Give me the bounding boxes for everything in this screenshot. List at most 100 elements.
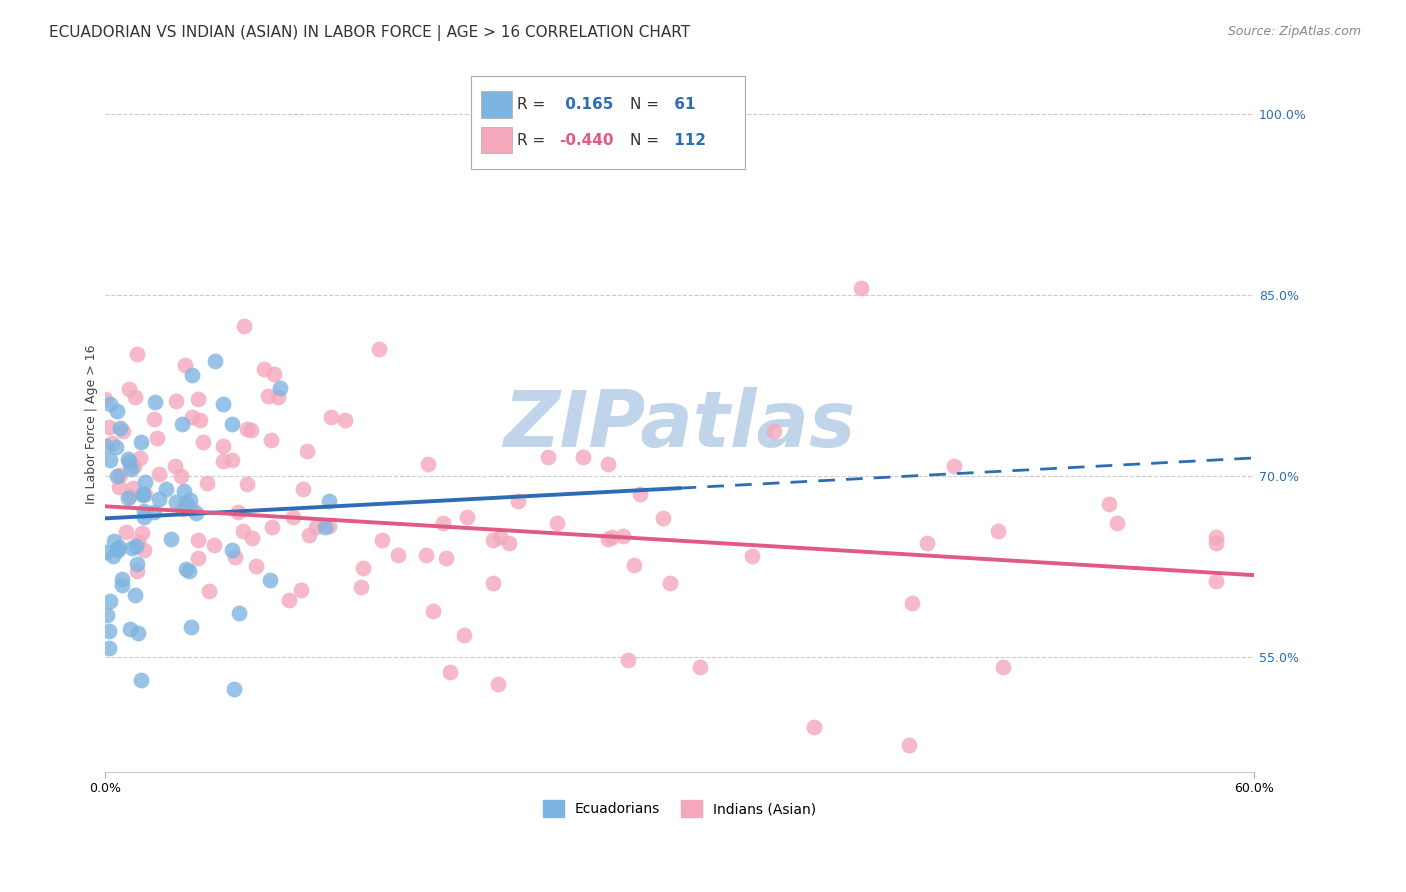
Point (803, 720, 825, 734)
Point (256, 389, 278, 403)
Point (741, 549, 763, 564)
Point (456, 510, 478, 524)
Point (596, 532, 619, 546)
Text: N =: N = (630, 97, 664, 112)
Text: 61: 61 (669, 97, 696, 112)
Point (187, 392, 209, 407)
Point (143, 505, 166, 519)
Point (267, 390, 290, 404)
Point (187, 533, 209, 547)
Point (600, 530, 623, 544)
Point (221, 543, 243, 558)
Point (148, 467, 170, 482)
Point (181, 409, 204, 424)
Point (134, 487, 156, 501)
Point (112, 424, 135, 438)
Point (239, 423, 262, 437)
Point (165, 393, 187, 408)
Point (263, 368, 285, 382)
Point (387, 548, 409, 562)
Point (851, 280, 873, 294)
Point (488, 530, 510, 544)
Point (659, 575, 682, 590)
Point (232, 524, 254, 538)
Point (142, 412, 165, 426)
Point (169, 469, 191, 483)
Text: 112: 112 (669, 133, 706, 147)
Point (160, 532, 183, 546)
Point (181, 502, 204, 516)
Point (221, 417, 243, 431)
Point (240, 531, 263, 545)
Point (537, 450, 560, 465)
Point (628, 486, 651, 500)
Point (232, 319, 254, 334)
Point (434, 551, 457, 566)
Point (176, 496, 198, 510)
Point (98, 453, 121, 467)
Point (121, 481, 143, 495)
Point (132, 487, 155, 501)
Point (105, 403, 128, 417)
Point (617, 653, 640, 667)
Point (94, 544, 117, 558)
Point (186, 506, 208, 520)
Point (212, 439, 235, 453)
Point (118, 455, 141, 469)
Point (117, 491, 139, 505)
Point (118, 382, 141, 396)
Point (482, 533, 505, 548)
Text: 0.165: 0.165 (560, 97, 613, 112)
Text: ECUADORIAN VS INDIAN (ASIAN) IN LABOR FORCE | AGE > 16 CORRELATION CHART: ECUADORIAN VS INDIAN (ASIAN) IN LABOR FO… (49, 25, 690, 41)
Point (762, 424, 785, 438)
Point (298, 528, 321, 542)
Point (131, 488, 153, 502)
Point (98, 419, 121, 434)
Point (422, 604, 444, 618)
Point (134, 542, 156, 557)
Text: N =: N = (630, 133, 664, 147)
Point (173, 484, 195, 499)
Point (165, 458, 187, 473)
Point (305, 520, 328, 534)
Point (202, 538, 225, 552)
Point (179, 492, 201, 507)
Point (228, 505, 250, 519)
Point (1205, 574, 1227, 589)
Point (1098, 497, 1121, 511)
Point (120, 622, 142, 636)
Point (125, 540, 148, 554)
Point (269, 380, 291, 394)
Point (105, 440, 128, 454)
Point (105, 541, 128, 556)
Point (129, 451, 152, 466)
Point (115, 525, 138, 540)
Point (143, 394, 166, 409)
Point (172, 502, 194, 516)
Point (352, 561, 374, 575)
Point (689, 660, 711, 674)
Point (236, 422, 259, 436)
Point (198, 584, 221, 599)
Point (290, 582, 312, 597)
Point (262, 520, 284, 534)
Point (107, 542, 129, 557)
Point (111, 573, 134, 587)
Point (105, 468, 128, 483)
Point (177, 564, 200, 578)
Point (1107, 516, 1129, 530)
Text: R =: R = (517, 97, 551, 112)
Point (193, 435, 215, 450)
Point (245, 558, 267, 573)
Point (125, 347, 148, 361)
Point (195, 476, 218, 491)
Point (174, 562, 197, 576)
Text: R =: R = (517, 133, 551, 147)
Point (146, 432, 169, 446)
Point (110, 467, 132, 482)
Point (623, 558, 645, 572)
Point (122, 458, 145, 473)
Point (546, 516, 568, 530)
Point (943, 459, 966, 474)
Point (120, 489, 142, 503)
